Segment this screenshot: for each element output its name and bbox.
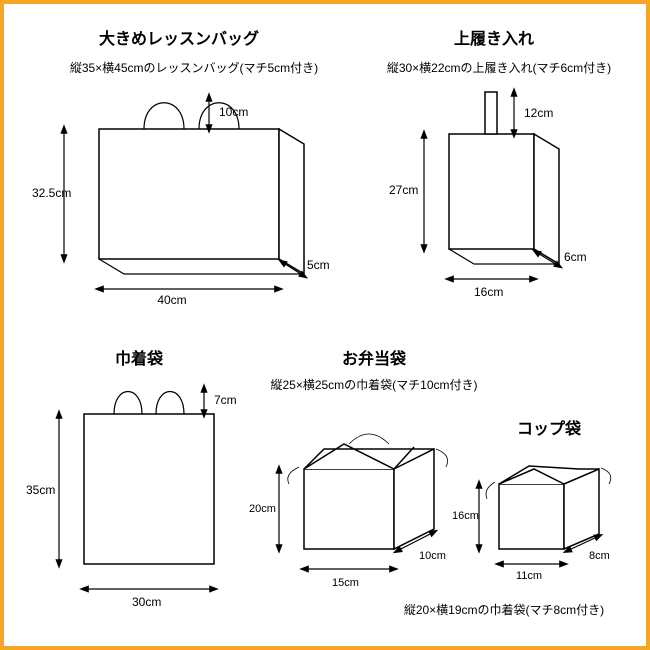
lesson-height-label: 32.5cm	[32, 186, 71, 200]
bento-subtitle: 縦25×横25cmの巾着袋(マチ10cm付き)	[270, 377, 477, 392]
kinchaku-title: 巾着袋	[115, 349, 164, 368]
diagram-canvas: 大きめレッスンバッグ 縦35×横45cmのレッスンバッグ(マチ5cm付き) 32…	[4, 4, 646, 646]
shoe-subtitle: 縦30×横22cmの上履き入れ(マチ6cm付き)	[387, 61, 611, 75]
lesson-depth-label: 5cm	[307, 258, 330, 272]
kinchaku-group: 巾着袋 7cm 35cm 30cm	[26, 349, 237, 609]
bento-height-label: 20cm	[249, 503, 276, 515]
cup-width-label: 11cm	[516, 570, 542, 582]
lesson-width-label: 40cm	[157, 293, 186, 307]
shoe-title: 上履き入れ	[454, 30, 534, 48]
cup-subtitle: 縦20×横19cmの巾着袋(マチ8cm付き)	[404, 602, 604, 617]
cup-depth-label: 8cm	[589, 550, 610, 562]
cup-height-label: 16cm	[452, 510, 479, 522]
bento-group: お弁当袋 縦25×横25cmの巾着袋(マチ10cm付き) 20cm 15cm 1…	[249, 349, 478, 589]
shoe-bag-group: 上履き入れ 縦30×横22cmの上履き入れ(マチ6cm付き) 12cm 27cm…	[387, 30, 611, 299]
cup-title: コップ袋	[517, 419, 582, 438]
kinchaku-width-label: 30cm	[132, 595, 161, 609]
bento-title: お弁当袋	[342, 349, 407, 368]
lesson-title: 大きめレッスンバッグ	[99, 29, 259, 48]
lesson-handle-label: 10cm	[219, 105, 248, 119]
lesson-bag-group: 大きめレッスンバッグ 縦35×横45cmのレッスンバッグ(マチ5cm付き) 32…	[32, 29, 330, 307]
shoe-depth-label: 6cm	[564, 250, 587, 264]
shoe-height-label: 27cm	[389, 183, 418, 197]
shoe-width-label: 16cm	[474, 285, 503, 299]
cup-group: コップ袋 16cm 11cm 8cm 縦20×横19cmの巾着袋(マチ8cm付き…	[404, 419, 611, 617]
shoe-handle-label: 12cm	[524, 106, 553, 120]
lesson-subtitle: 縦35×横45cmのレッスンバッグ(マチ5cm付き)	[70, 61, 318, 75]
bento-depth-label: 10cm	[419, 550, 446, 562]
kinchaku-height-label: 35cm	[26, 483, 55, 497]
kinchaku-handle-label: 7cm	[214, 393, 237, 407]
bento-width-label: 15cm	[332, 577, 359, 589]
